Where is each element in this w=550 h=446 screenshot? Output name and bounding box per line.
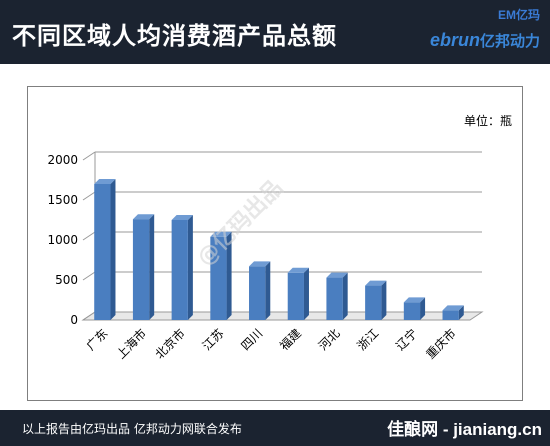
bar <box>403 302 421 320</box>
bar-top <box>249 261 271 267</box>
bar-top <box>442 305 464 311</box>
bar-side <box>420 297 426 320</box>
bar-side <box>149 214 155 320</box>
gridline-side <box>82 311 96 321</box>
page-title: 不同区域人均消费酒产品总额 <box>12 22 337 50</box>
bar-top <box>171 215 193 220</box>
bar-top <box>403 297 426 303</box>
bar-side <box>187 215 193 320</box>
bar <box>132 219 150 320</box>
y-tick-label: 1000 <box>47 233 78 247</box>
header-bar: 不同区域人均消费酒产品总额 EM亿玛 ebrun亿邦动力 <box>0 0 550 64</box>
gridline-side <box>82 191 96 201</box>
gridline-side <box>82 231 96 241</box>
bar <box>94 184 111 320</box>
bar-top <box>365 280 387 286</box>
bar-side <box>265 261 271 320</box>
bar-side <box>342 272 348 320</box>
emar-logo: EM亿玛 <box>497 8 540 22</box>
watermark: @亿玛出品 <box>193 176 288 271</box>
bar <box>442 310 459 320</box>
site-logo: 佳酿网 - jianiang.cn <box>387 420 542 439</box>
bar-top <box>132 214 155 220</box>
bar <box>171 220 188 320</box>
x-tick-label: 四川 <box>238 326 265 353</box>
ebrun-logo-cn: 亿邦动力 <box>479 33 540 50</box>
ebrun-logo-latin: ebrun <box>429 30 480 50</box>
bar <box>210 236 227 320</box>
bar-top <box>326 272 348 278</box>
bar <box>287 272 304 320</box>
bar <box>249 266 266 320</box>
bar-top <box>287 267 309 273</box>
bar-side <box>226 231 232 320</box>
x-tick-label: 北京市 <box>152 326 188 362</box>
x-tick-label: 浙江 <box>354 326 381 353</box>
gridline-side <box>82 271 96 281</box>
unit-label: 单位：瓶 <box>463 114 512 128</box>
bar-side <box>458 305 464 320</box>
bar <box>365 285 382 320</box>
x-tick-label: 上海市 <box>113 326 149 362</box>
y-tick-label: 500 <box>55 273 78 287</box>
y-tick-label: 1500 <box>47 193 78 207</box>
x-tick-label: 河北 <box>316 326 343 353</box>
footer-credit: 以上报告由亿玛出品 亿邦动力网联合发布 <box>22 422 242 436</box>
bar-side <box>381 280 387 320</box>
footer-bar: 以上报告由亿玛出品 亿邦动力网联合发布 佳酿网 - jianiang.cn <box>0 410 550 446</box>
x-tick-label: 福建 <box>276 326 304 354</box>
gridline-side <box>82 151 96 161</box>
bar-top <box>94 179 116 184</box>
ebrun-logo: ebrun亿邦动力 <box>430 30 540 51</box>
x-tick-label: 辽宁 <box>392 326 420 354</box>
bar-top <box>210 231 232 237</box>
bar-side <box>303 267 309 320</box>
x-tick-label: 重庆市 <box>423 326 459 362</box>
y-tick-label: 0 <box>70 313 78 327</box>
x-tick-label: 江苏 <box>200 326 227 353</box>
bar <box>326 277 343 320</box>
bar-side <box>110 179 116 320</box>
x-tick-label: 广东 <box>84 326 111 353</box>
y-tick-label: 2000 <box>47 153 78 167</box>
